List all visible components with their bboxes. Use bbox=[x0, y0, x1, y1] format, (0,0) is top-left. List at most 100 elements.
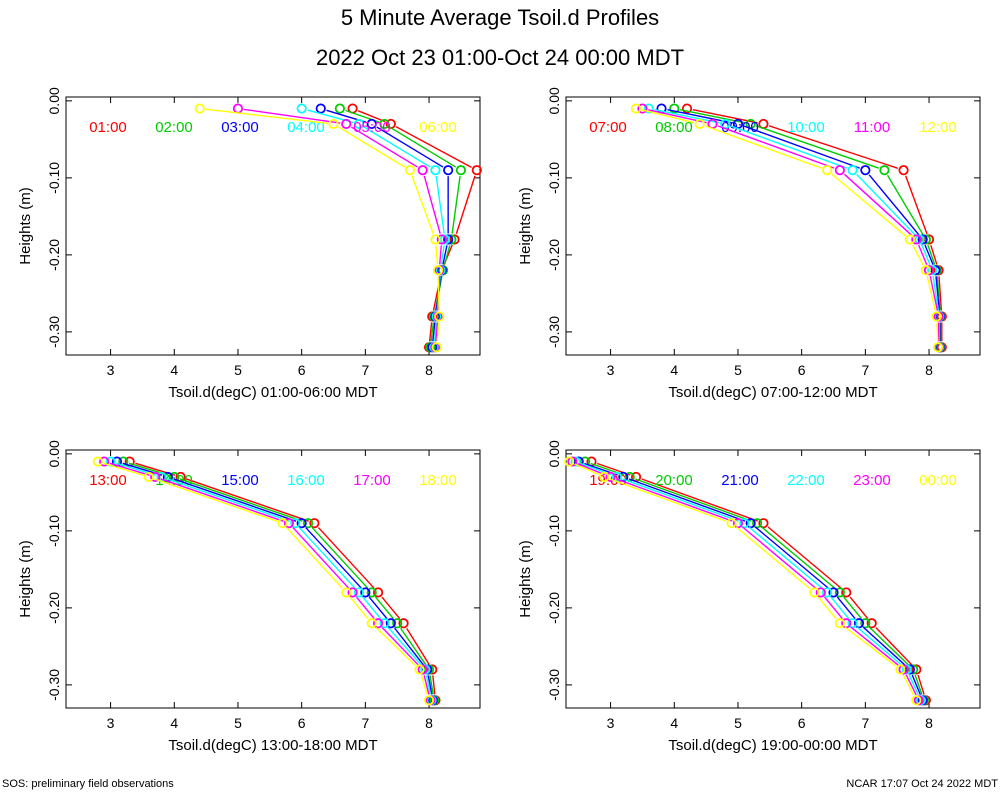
series-2200 bbox=[570, 456, 926, 706]
series-line-segment bbox=[317, 527, 375, 589]
data-point-marker bbox=[860, 618, 871, 629]
data-point-marker bbox=[567, 456, 578, 467]
series-line-segment bbox=[929, 276, 939, 311]
data-point-marker bbox=[570, 456, 581, 467]
series-line-segment bbox=[761, 526, 836, 590]
x-tick-label: 7 bbox=[861, 715, 869, 731]
y-tick-label: -0.20 bbox=[46, 239, 62, 271]
x-tick-label: 3 bbox=[607, 362, 615, 378]
data-point-marker bbox=[398, 618, 409, 629]
data-point-marker bbox=[427, 664, 438, 675]
series-line-segment bbox=[160, 478, 284, 522]
legend-label-2200: 22:00 bbox=[787, 472, 825, 489]
legend-label-0700: 07:00 bbox=[589, 119, 627, 136]
series-line-segment bbox=[628, 478, 746, 522]
series-line-segment bbox=[768, 125, 899, 169]
legend-label-1800: 18:00 bbox=[419, 472, 457, 489]
data-point-marker bbox=[911, 695, 922, 706]
series-2100 bbox=[573, 456, 928, 706]
legend-label-2100: 21:00 bbox=[721, 472, 759, 489]
data-point-marker bbox=[834, 165, 845, 176]
data-point-marker bbox=[643, 103, 654, 114]
figure-title: 5 Minute Average Tsoil.d Profiles bbox=[341, 5, 659, 30]
x-tick-label: 5 bbox=[234, 715, 242, 731]
y-tick-label: 0.00 bbox=[46, 87, 62, 114]
panel-2: 3 4 5 6 7 8 0.00 -0.10 -0.20 -0.30 Tsoil.d(degC) 0… bbox=[517, 87, 981, 401]
series-line-segment bbox=[436, 322, 440, 342]
series-line-segment bbox=[368, 596, 388, 620]
series-line-segment bbox=[439, 245, 442, 265]
data-point-marker bbox=[841, 587, 852, 598]
data-point-marker bbox=[739, 518, 750, 529]
series-line-segment bbox=[435, 176, 445, 234]
series-line-segment bbox=[154, 478, 278, 522]
footer-left-note: SOS: preliminary field observations bbox=[2, 778, 174, 790]
data-point-marker bbox=[605, 471, 616, 483]
data-point-marker bbox=[430, 165, 441, 176]
series-line-segment bbox=[924, 244, 934, 266]
data-point-marker bbox=[923, 234, 935, 245]
x-axis-label: Tsoil.d(degC) 19:00-00:00 MDT bbox=[668, 737, 877, 754]
series-line-segment bbox=[902, 674, 915, 696]
data-point-marker bbox=[341, 118, 352, 130]
x-tick-label: 6 bbox=[798, 715, 806, 731]
series-line-segment bbox=[455, 175, 476, 234]
y-tick-label: -0.30 bbox=[46, 669, 62, 701]
data-point-marker bbox=[726, 518, 737, 529]
data-point-marker bbox=[302, 518, 314, 529]
data-point-marker bbox=[372, 618, 384, 629]
series-line-segment bbox=[425, 675, 432, 695]
data-point-marker bbox=[99, 456, 110, 467]
data-point-marker bbox=[815, 587, 826, 598]
series-1700 bbox=[99, 456, 436, 706]
series-0000 bbox=[564, 456, 922, 706]
series-line-segment bbox=[767, 526, 843, 590]
series-line-segment bbox=[742, 526, 817, 590]
data-point-marker bbox=[379, 618, 390, 629]
x-tick-label: 4 bbox=[170, 362, 178, 378]
series-line-segment bbox=[908, 674, 919, 696]
legend-label-1500: 15:00 bbox=[221, 472, 259, 489]
x-tick-label: 8 bbox=[925, 715, 933, 731]
series-line-segment bbox=[243, 108, 341, 124]
panel-3: 3 4 5 6 7 8 0.00 -0.10 -0.20 -0.30 Tsoil.d(degC) 1… bbox=[17, 440, 481, 754]
series-line-segment bbox=[936, 276, 941, 311]
data-point-marker bbox=[385, 618, 396, 629]
data-point-marker bbox=[443, 165, 454, 176]
series-line-segment bbox=[173, 478, 297, 522]
footer-right-note: NCAR 17:07 Oct 24 2022 MDT bbox=[846, 778, 998, 790]
series-line-segment bbox=[387, 627, 422, 666]
series-line-segment bbox=[389, 126, 457, 168]
x-tick-label: 4 bbox=[670, 362, 678, 378]
series-line-segment bbox=[432, 675, 436, 695]
legend-label-1600: 16:00 bbox=[287, 472, 325, 489]
data-point-marker bbox=[423, 695, 435, 706]
y-axis-label: Heights (m) bbox=[517, 187, 534, 265]
series-line-segment bbox=[911, 674, 922, 696]
series-line-segment bbox=[831, 173, 906, 237]
legend-label-2000: 20:00 bbox=[655, 472, 693, 489]
plot-frame bbox=[65, 449, 481, 709]
series-2000 bbox=[580, 456, 930, 706]
legend-label-1100: 11:00 bbox=[854, 119, 890, 136]
figure-subtitle: 2022 Oct 23 01:00-Oct 24 00:00 MDT bbox=[316, 45, 684, 70]
x-tick-label: 8 bbox=[425, 362, 433, 378]
series-line-segment bbox=[849, 596, 869, 620]
data-point-marker bbox=[366, 618, 377, 629]
series-line-segment bbox=[615, 478, 733, 522]
series-line-segment bbox=[440, 245, 445, 265]
y-tick-label: -0.10 bbox=[546, 515, 562, 547]
series-line-segment bbox=[932, 276, 940, 311]
data-point-marker bbox=[866, 618, 877, 629]
plot-frame bbox=[65, 96, 481, 356]
series-line-segment bbox=[904, 175, 928, 235]
series-line-segment bbox=[843, 173, 913, 236]
data-point-marker bbox=[446, 234, 457, 245]
series-line-segment bbox=[376, 126, 444, 168]
series-line-segment bbox=[938, 276, 943, 311]
series-line-segment bbox=[381, 596, 401, 620]
series-line-segment bbox=[423, 175, 441, 234]
series-line-segment bbox=[927, 244, 936, 265]
data-point-marker bbox=[360, 587, 371, 598]
x-tick-label: 3 bbox=[107, 715, 115, 731]
